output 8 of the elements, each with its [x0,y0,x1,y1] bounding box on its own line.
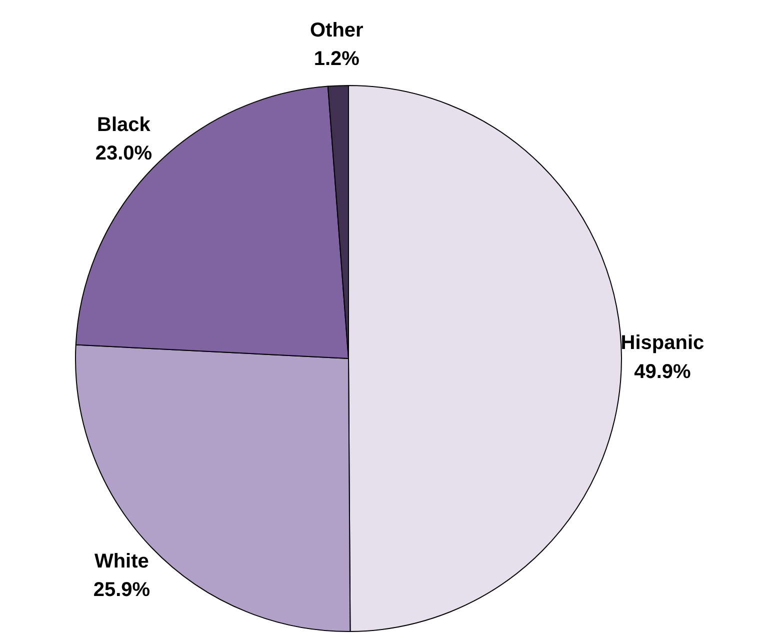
data-label: 49.9% [634,360,692,383]
slice-label: Hispanic [620,332,704,354]
data-label: 25.9% [93,578,150,601]
slice-label: Black [97,114,152,136]
data-label: 1.2% [314,48,360,70]
slice-label: White [94,550,149,572]
slice-label: Other [310,19,364,42]
data-label: 23.0% [95,142,152,165]
